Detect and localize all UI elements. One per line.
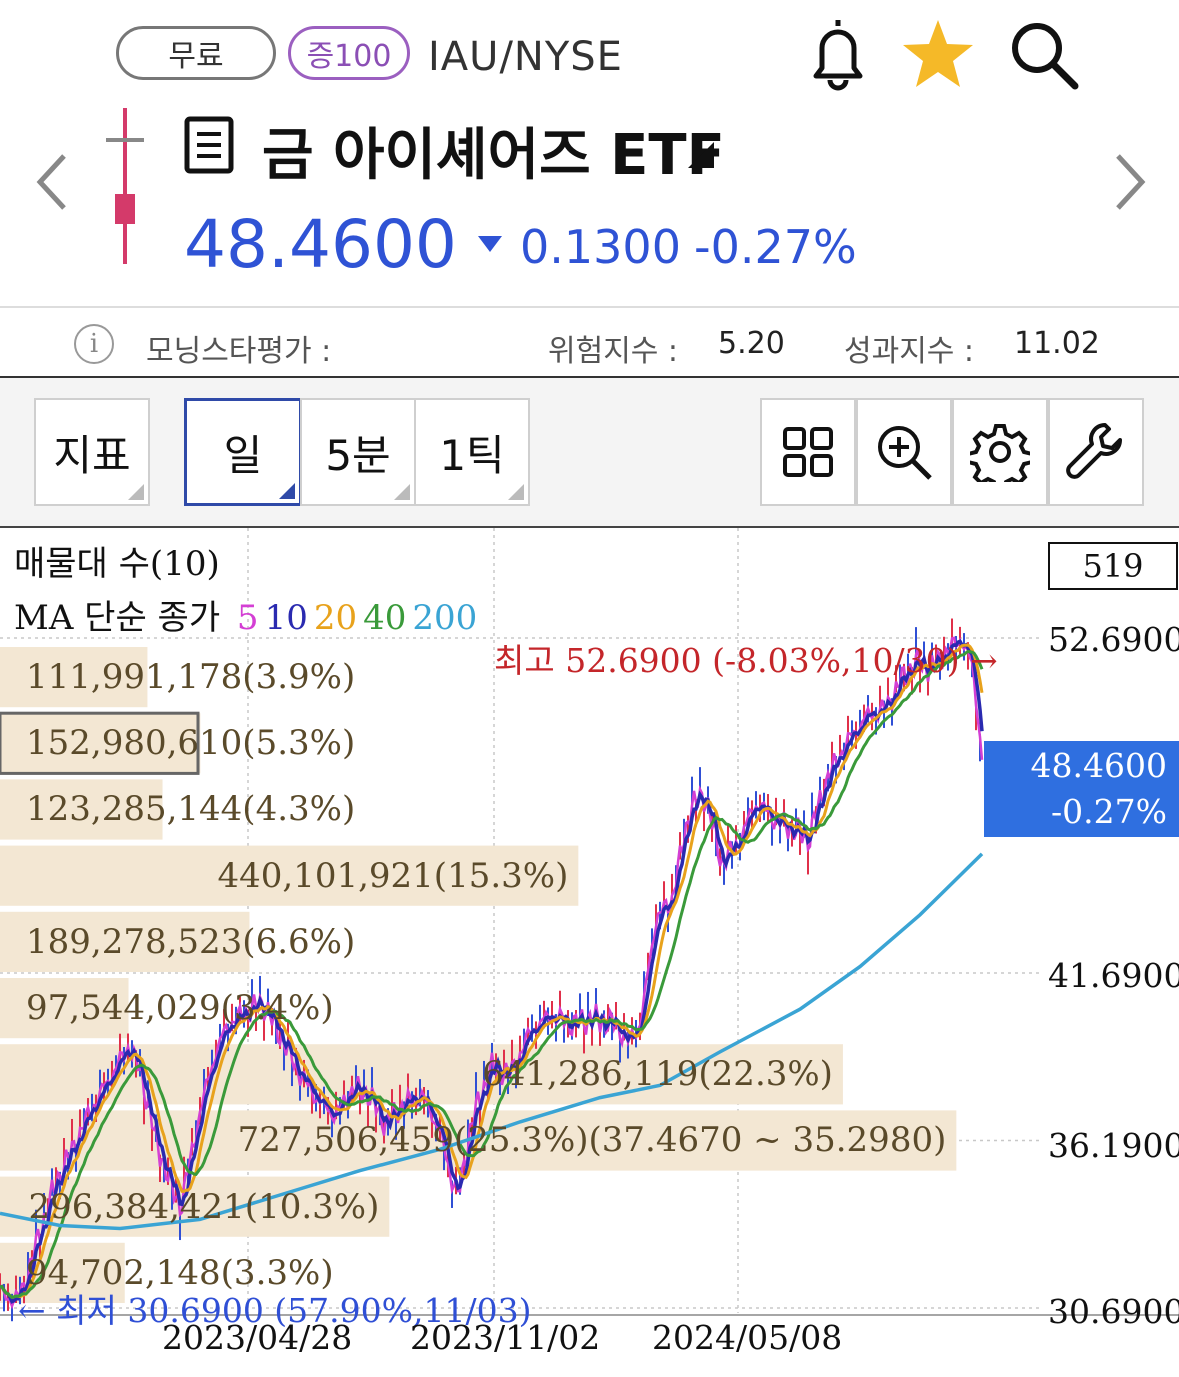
info-bar: i 모닝스타평가 : 위험지수 : 5.20 성과지수 : 11.02: [0, 306, 1179, 378]
volume-profile-label: 152,980,610(5.3%): [26, 723, 356, 764]
stock-name[interactable]: 금 아이셰어즈 ETF: [262, 123, 725, 188]
period-tick-label: 1틱: [439, 430, 505, 480]
risk-label: 위험지수 :: [548, 334, 679, 369]
current-price-box-value: 48.4600: [1030, 746, 1167, 785]
info-icon[interactable]: i: [74, 324, 114, 364]
volume-profile-label: 123,285,144(4.3%): [26, 789, 356, 830]
morningstar-label: 모닝스타평가 :: [146, 334, 332, 369]
chart-toolbar: 지표 일 5분 1틱: [0, 378, 1179, 528]
price-change: 0.1300: [520, 220, 681, 274]
ma-period-200: 200: [412, 598, 478, 638]
performance-value: 11.02: [1014, 326, 1100, 361]
high-price-label: 최고 52.6900 (-8.03%,10/30) →: [494, 641, 998, 680]
count-box: 519: [1048, 542, 1178, 590]
volume-profile-label: 111,991,178(3.9%): [26, 657, 356, 697]
indicator-label: 지표: [53, 430, 131, 480]
performance-label: 성과지수 :: [844, 334, 975, 369]
dropdown-triangle-icon[interactable]: [686, 140, 716, 170]
x-label: 2023/11/02: [410, 1318, 601, 1357]
volume-profile-label: 727,506,459(25.3%)(37.4670 ~ 35.2980): [237, 1120, 947, 1161]
risk-value: 5.20: [718, 326, 785, 361]
volume-profile-label: 189,278,523(6.6%): [26, 921, 356, 962]
stock-header: 무료 증100 IAU/NYSE 금 아이셰어즈 ETF 48.4600 0.1…: [0, 0, 1179, 306]
volume-profile-bar: [0, 911, 250, 972]
volume-profile-label: 296,384,421(10.3%): [28, 1186, 380, 1227]
period-5min-button[interactable]: 5분: [300, 398, 416, 506]
ticker-label: IAU/NYSE: [428, 34, 623, 80]
bell-icon[interactable]: [800, 14, 876, 94]
volume-profile-label: 97,544,029(3.4%): [26, 988, 334, 1028]
indicator-button[interactable]: 지표: [34, 398, 150, 506]
volume-profile-bar: [0, 978, 129, 1039]
chevron-left-icon[interactable]: [32, 150, 72, 214]
chart-canvas[interactable]: [0, 528, 1179, 1377]
volume-profile-label: 641,286,119(22.3%): [482, 1054, 833, 1095]
zoom-in-icon[interactable]: [856, 398, 952, 506]
volume-profile-label: 94,702,148(3.3%): [26, 1252, 334, 1293]
ma-period-40: 40: [363, 598, 407, 638]
ma-200-line: [0, 852, 984, 1231]
price-change-pct: -0.27%: [694, 220, 857, 274]
price-chart[interactable]: 매물대 수(10) MA 단순 종가 5 10 20 40 200 519 111,99…: [0, 528, 1179, 1377]
x-label: 2023/04/28: [162, 1318, 353, 1357]
volume-profile-highlight: [0, 711, 200, 775]
volume-profile-bar: [0, 845, 579, 906]
period-day-label: 일: [223, 430, 263, 480]
period-5min-label: 5분: [325, 430, 391, 480]
margin-badge[interactable]: 증100: [288, 26, 410, 80]
period-tick-button[interactable]: 1틱: [414, 398, 530, 506]
down-triangle-icon: [478, 236, 502, 252]
ma-period-5: 5: [236, 598, 259, 638]
ma-10-line: [0, 639, 984, 1304]
ma-legend-prefix: MA 단순 종가: [14, 598, 221, 638]
volume-profile-bar: [0, 713, 201, 774]
document-icon[interactable]: [184, 116, 234, 174]
ma-40-line: [0, 649, 984, 1299]
star-icon[interactable]: [900, 14, 976, 94]
ma-legend: MA 단순 종가 5 10 20 40 200: [14, 590, 489, 639]
y-label: 30.6900: [1048, 1292, 1179, 1331]
ma-period-10: 10: [264, 598, 308, 638]
candle-icon: [104, 108, 146, 264]
ma-period-20: 20: [313, 598, 358, 638]
volume-profile-legend: 매물대 수(10): [14, 544, 220, 584]
search-icon[interactable]: [1005, 14, 1081, 94]
volume-profile-label: 440,101,921(15.3%): [217, 855, 569, 896]
chevron-right-icon[interactable]: [1110, 150, 1150, 214]
volume-profile-bar: [0, 647, 148, 708]
x-label: 2024/05/08: [652, 1318, 843, 1357]
period-day-button[interactable]: 일: [184, 398, 302, 506]
volume-profile-bar: [0, 779, 163, 840]
y-label: 36.1900: [1048, 1126, 1179, 1165]
y-label: 52.6900: [1048, 620, 1179, 659]
grid-icon[interactable]: [760, 398, 856, 506]
current-price-box-pct: -0.27%: [1051, 792, 1167, 831]
wrench-icon[interactable]: [1048, 398, 1144, 506]
settings-icon[interactable]: [952, 398, 1048, 506]
low-price-label: ← 최저 30.6900 (57.90%,11/03): [18, 1291, 532, 1330]
current-price: 48.4600: [184, 206, 457, 283]
y-label: 41.6900: [1048, 956, 1179, 995]
free-badge[interactable]: 무료: [116, 26, 276, 80]
current-price-box: 48.4600 -0.27%: [984, 741, 1179, 837]
